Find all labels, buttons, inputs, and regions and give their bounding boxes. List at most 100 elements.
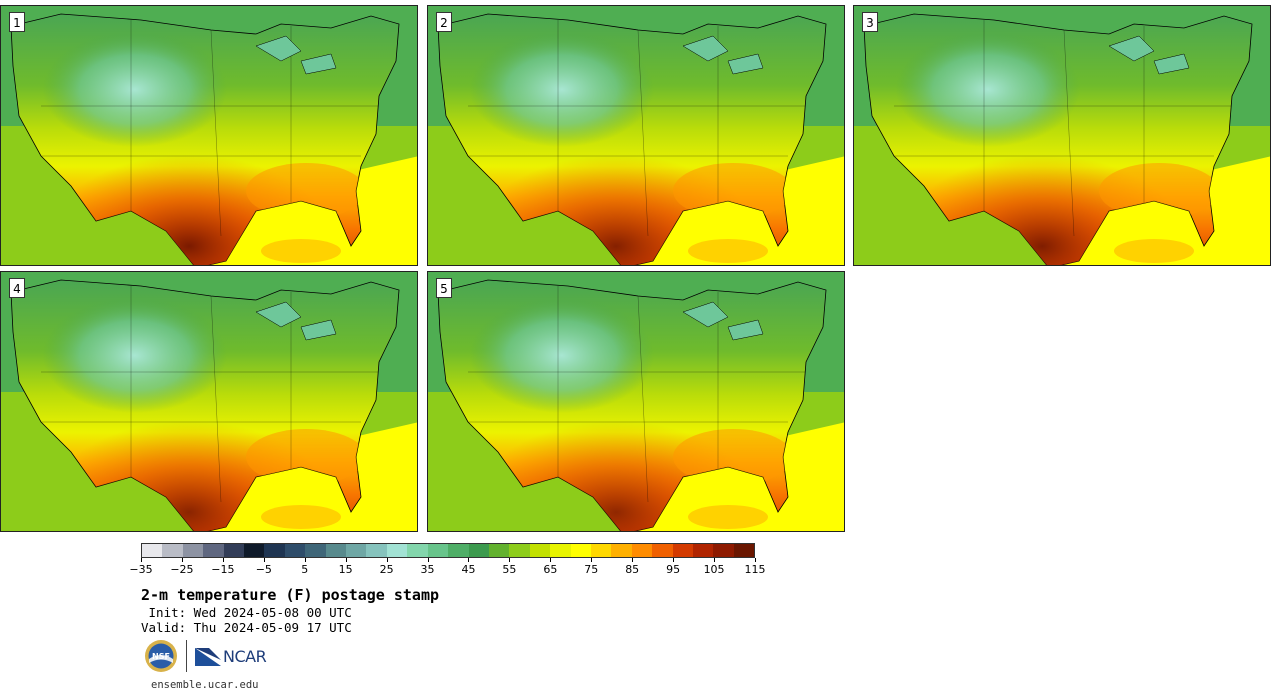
great-lakes [1153, 53, 1190, 75]
great-lakes [682, 35, 729, 62]
nsf-logo-icon: NSF [145, 640, 177, 672]
state-border-line [1063, 29, 1075, 237]
colorbar-tick-mark [141, 558, 142, 562]
member-number-label: 4 [9, 278, 25, 298]
ncar-logo: NCAR [195, 646, 267, 666]
warm-water-patch [688, 239, 768, 263]
gulf-warm-water [201, 156, 417, 265]
southeast-warm-region [246, 429, 366, 485]
colorbar-ticks: −35 −25 −15 −5 5 15 25 35 45 55 65 75 85 95 105 115 [129, 558, 766, 578]
colorbar-swatch [305, 544, 326, 557]
colorbar-swatch [733, 544, 755, 557]
colorbar-swatch [244, 544, 265, 557]
temperature-colorbar [141, 543, 755, 558]
colorbar-tick-mark [222, 558, 224, 562]
colorbar-tick-mark [755, 558, 756, 562]
colorbar-tick-label: 25 [379, 563, 394, 576]
southeast-warm-region [673, 163, 793, 219]
colorbar-swatch [631, 544, 653, 557]
southeast-warm-region [1099, 163, 1219, 219]
colorbar-swatch [488, 544, 510, 557]
colorbar-swatch [264, 544, 285, 557]
state-border-line [210, 29, 222, 237]
logo-divider [186, 640, 187, 672]
map-title: 2-m temperature (F) postage stamp [141, 586, 440, 604]
colorbar-swatch [692, 544, 714, 557]
forecast-panel-1: 1 [0, 5, 418, 266]
colorbar-tick-label: 35 [420, 563, 435, 576]
colorbar-tick-mark [427, 558, 429, 562]
colorbar-tick-mark [673, 558, 675, 562]
great-lakes [682, 301, 729, 328]
forecast-panel-5: 5 [427, 271, 845, 532]
temperature-map [854, 6, 1270, 265]
colorbar-swatch [386, 544, 408, 557]
colorbar-swatch [346, 544, 367, 557]
colorbar-tick-mark [181, 558, 183, 562]
colorbar-tick-label: 95 [666, 563, 681, 576]
great-lakes [1108, 35, 1155, 62]
logo-strip: NSF NCAR [144, 638, 267, 674]
gulf-warm-water [1054, 156, 1270, 265]
ncar-logo-text: NCAR [223, 646, 267, 666]
colorbar-tick-label: 15 [338, 563, 353, 576]
member-number-label: 3 [862, 12, 878, 32]
warm-water-patch [688, 505, 768, 529]
valid-time: Valid: Thu 2024-05-09 17 UTC [141, 620, 352, 635]
colorbar-swatch [590, 544, 612, 557]
state-border-line [637, 29, 649, 237]
colorbar-tick-label: 5 [301, 563, 309, 576]
member-number-label: 5 [436, 278, 452, 298]
gulf-warm-water [628, 156, 844, 265]
colorbar-tick-label: −5 [255, 563, 272, 576]
colorbar-tick-mark [591, 558, 593, 562]
temperature-map [1, 272, 417, 531]
great-lakes [727, 319, 764, 341]
colorbar-tick-label: 75 [584, 563, 599, 576]
great-lakes [727, 53, 764, 75]
colorbar-tick-label: −35 [129, 563, 153, 576]
colorbar-tick-label: −25 [170, 563, 194, 576]
gulf-warm-water [201, 422, 417, 531]
colorbar-tick-label: −15 [211, 563, 235, 576]
colorbar-tick-label: 65 [543, 563, 558, 576]
colorbar-swatch [448, 544, 469, 557]
great-lakes [300, 319, 337, 341]
website-footer: ensemble.ucar.edu [151, 679, 259, 691]
member-number-label: 1 [9, 12, 25, 32]
temperature-map [428, 6, 844, 265]
warm-water-patch [1114, 239, 1194, 263]
colorbar-tick-label: 55 [502, 563, 517, 576]
nsf-logo-text: NSF [152, 652, 170, 661]
colorbar-tick-mark [263, 558, 265, 562]
temperature-map [428, 272, 844, 531]
colorbar-tick-mark [550, 558, 552, 562]
member-number-label: 2 [436, 12, 452, 32]
init-time: Init: Wed 2024-05-08 00 UTC [141, 605, 352, 620]
colorbar-tick-label: 105 [703, 563, 725, 576]
colorbar-swatch [713, 544, 734, 557]
colorbar-swatch [223, 544, 245, 557]
colorbar-swatch [509, 544, 530, 557]
colorbar-swatch [182, 544, 204, 557]
warm-water-patch [261, 505, 341, 529]
great-lakes [255, 301, 302, 328]
colorbar-swatch [529, 544, 551, 557]
great-lakes [255, 35, 302, 62]
colorbar-tick-mark [304, 558, 306, 562]
colorbar-swatch [162, 544, 183, 557]
colorbar-swatch [203, 544, 224, 557]
colorbar-tick-mark [468, 558, 470, 562]
temperature-map [1, 6, 417, 265]
forecast-panel-2: 2 [427, 5, 845, 266]
colorbar-swatch [142, 544, 163, 557]
gulf-warm-water [628, 422, 844, 531]
state-border-line [210, 295, 222, 503]
colorbar-tick-mark [386, 558, 388, 562]
colorbar-swatch [468, 544, 489, 557]
southeast-warm-region [673, 429, 793, 485]
colorbar-swatch [427, 544, 449, 557]
colorbar-swatch [550, 544, 571, 557]
colorbar-tick-mark [345, 558, 347, 562]
colorbar-tick-mark [509, 558, 511, 562]
